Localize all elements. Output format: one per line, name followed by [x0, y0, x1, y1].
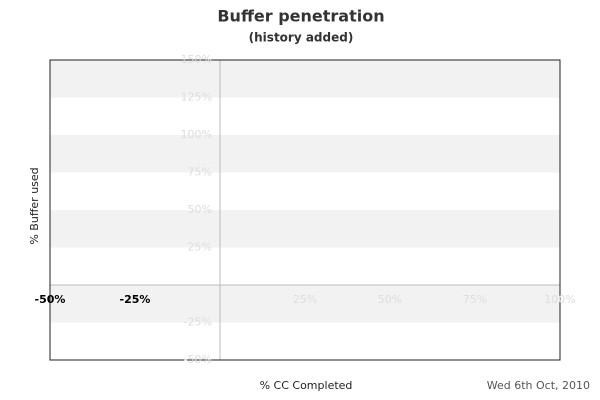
y-tick-label: 50%	[188, 203, 212, 216]
x-tick-label: -25%	[120, 293, 151, 306]
plot-band	[50, 60, 560, 98]
y-tick-label: 150%	[181, 53, 212, 66]
y-axis-title: % Buffer used	[28, 167, 41, 244]
x-tick-label: -50%	[35, 293, 66, 306]
x-axis-title: % CC Completed	[260, 379, 353, 392]
x-tick-label: 50%	[378, 293, 402, 306]
date-label: Wed 6th Oct, 2010	[487, 379, 590, 392]
plot-band	[50, 285, 560, 323]
plot-band	[50, 135, 560, 173]
x-tick-label: 75%	[463, 293, 487, 306]
y-tick-label: -25%	[184, 316, 212, 329]
y-tick-label: 100%	[181, 128, 212, 141]
plot-frame	[49, 59, 561, 361]
chart-subtitle: (history added)	[249, 31, 354, 45]
y-tick-label: 25%	[188, 241, 212, 254]
x-tick-label: 100%	[544, 293, 575, 306]
chart-title: Buffer penetration	[217, 7, 384, 26]
y-tick-label: 125%	[181, 91, 212, 104]
x-tick-label: 25%	[293, 293, 317, 306]
y-tick-label: -50%	[184, 353, 212, 366]
plot-band	[50, 210, 560, 248]
y-tick-label: 75%	[188, 166, 212, 179]
